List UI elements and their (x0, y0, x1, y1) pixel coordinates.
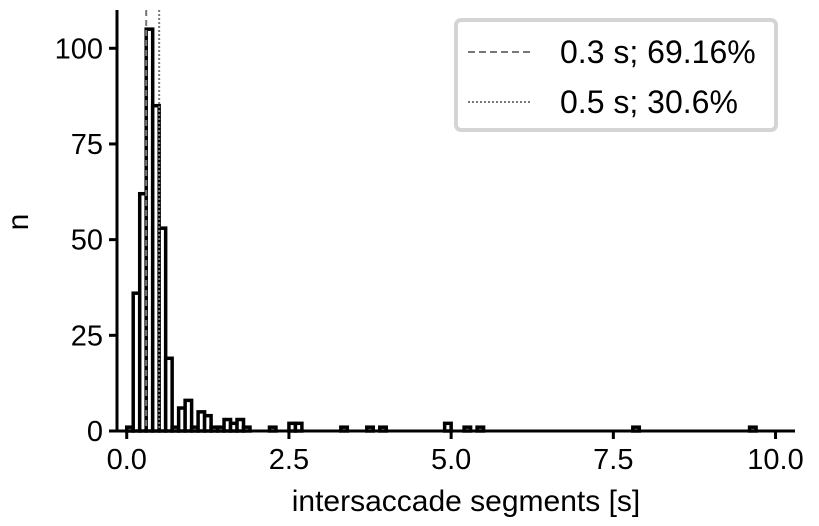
x-tick-label: 5.0 (431, 444, 471, 476)
histogram-bar (163, 356, 174, 433)
legend-entry-0: 0.3 s; 69.16% (560, 34, 756, 70)
y-tick-label: 75 (71, 129, 103, 161)
legend: 0.3 s; 69.16% 0.5 s; 30.6% (454, 18, 778, 132)
x-tick-label: 7.5 (593, 444, 633, 476)
axes (115, 10, 795, 433)
y-tick-label: 0 (87, 416, 103, 448)
legend-box (454, 18, 778, 132)
y-tick-label: 100 (55, 33, 103, 65)
legend-entry-1: 0.5 s; 30.6% (560, 84, 738, 120)
x-tick-label: 10.0 (747, 444, 803, 476)
reference-lines (145, 10, 161, 431)
x-ticks: 0.0 2.5 5.0 7.5 10.0 (107, 431, 804, 476)
x-axis-label: intersaccade segments [s] (292, 485, 641, 518)
y-ticks: 0 25 50 75 100 (55, 33, 117, 448)
y-tick-label: 25 (71, 320, 103, 352)
y-axis-label: n (2, 214, 35, 231)
x-tick-label: 2.5 (269, 444, 309, 476)
x-tick-label: 0.0 (107, 444, 147, 476)
y-tick-label: 50 (71, 225, 103, 257)
